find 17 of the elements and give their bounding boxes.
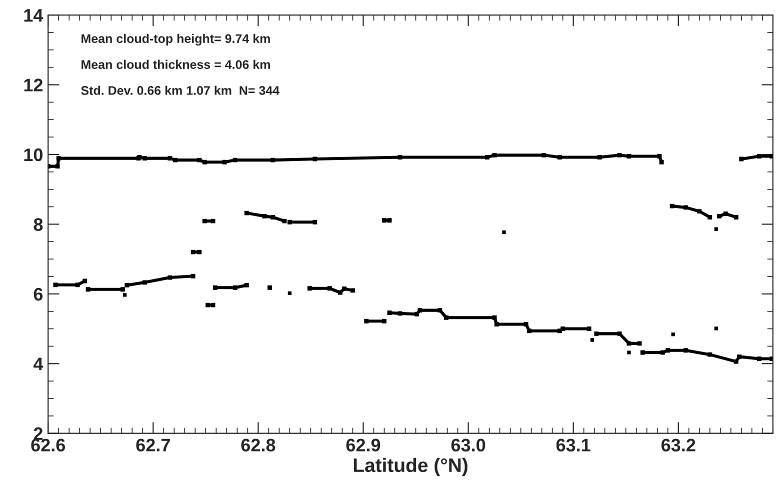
y-tick-label: 8 — [34, 218, 43, 231]
x-tick-label: 63.1 — [556, 438, 590, 452]
y-tick-label: 6 — [34, 288, 43, 301]
x-tick-label: 62.6 — [31, 438, 66, 452]
annotation: Mean cloud-top height= 9.74 km — [82, 34, 270, 46]
annotation: Mean cloud thickness = 4.06 km — [82, 60, 270, 69]
x-tick-label: 62.8 — [241, 438, 276, 452]
x-tick-label: 63.0 — [451, 438, 486, 452]
y-tick-label: 12 — [24, 78, 43, 92]
y-tick-label: 14 — [24, 9, 44, 22]
x-tick-label: 62.7 — [136, 438, 170, 452]
annotation: Std. Dev. 0.66 km 1.07 km N= 344 — [81, 86, 280, 95]
x-tick-label: 63.2 — [661, 438, 696, 452]
y-tick-label: 10 — [24, 148, 43, 162]
x-tick-label: 62.9 — [346, 438, 380, 452]
y-tick-label: 4 — [33, 358, 44, 370]
x-axis-title: Latitude (°N) — [354, 458, 468, 476]
